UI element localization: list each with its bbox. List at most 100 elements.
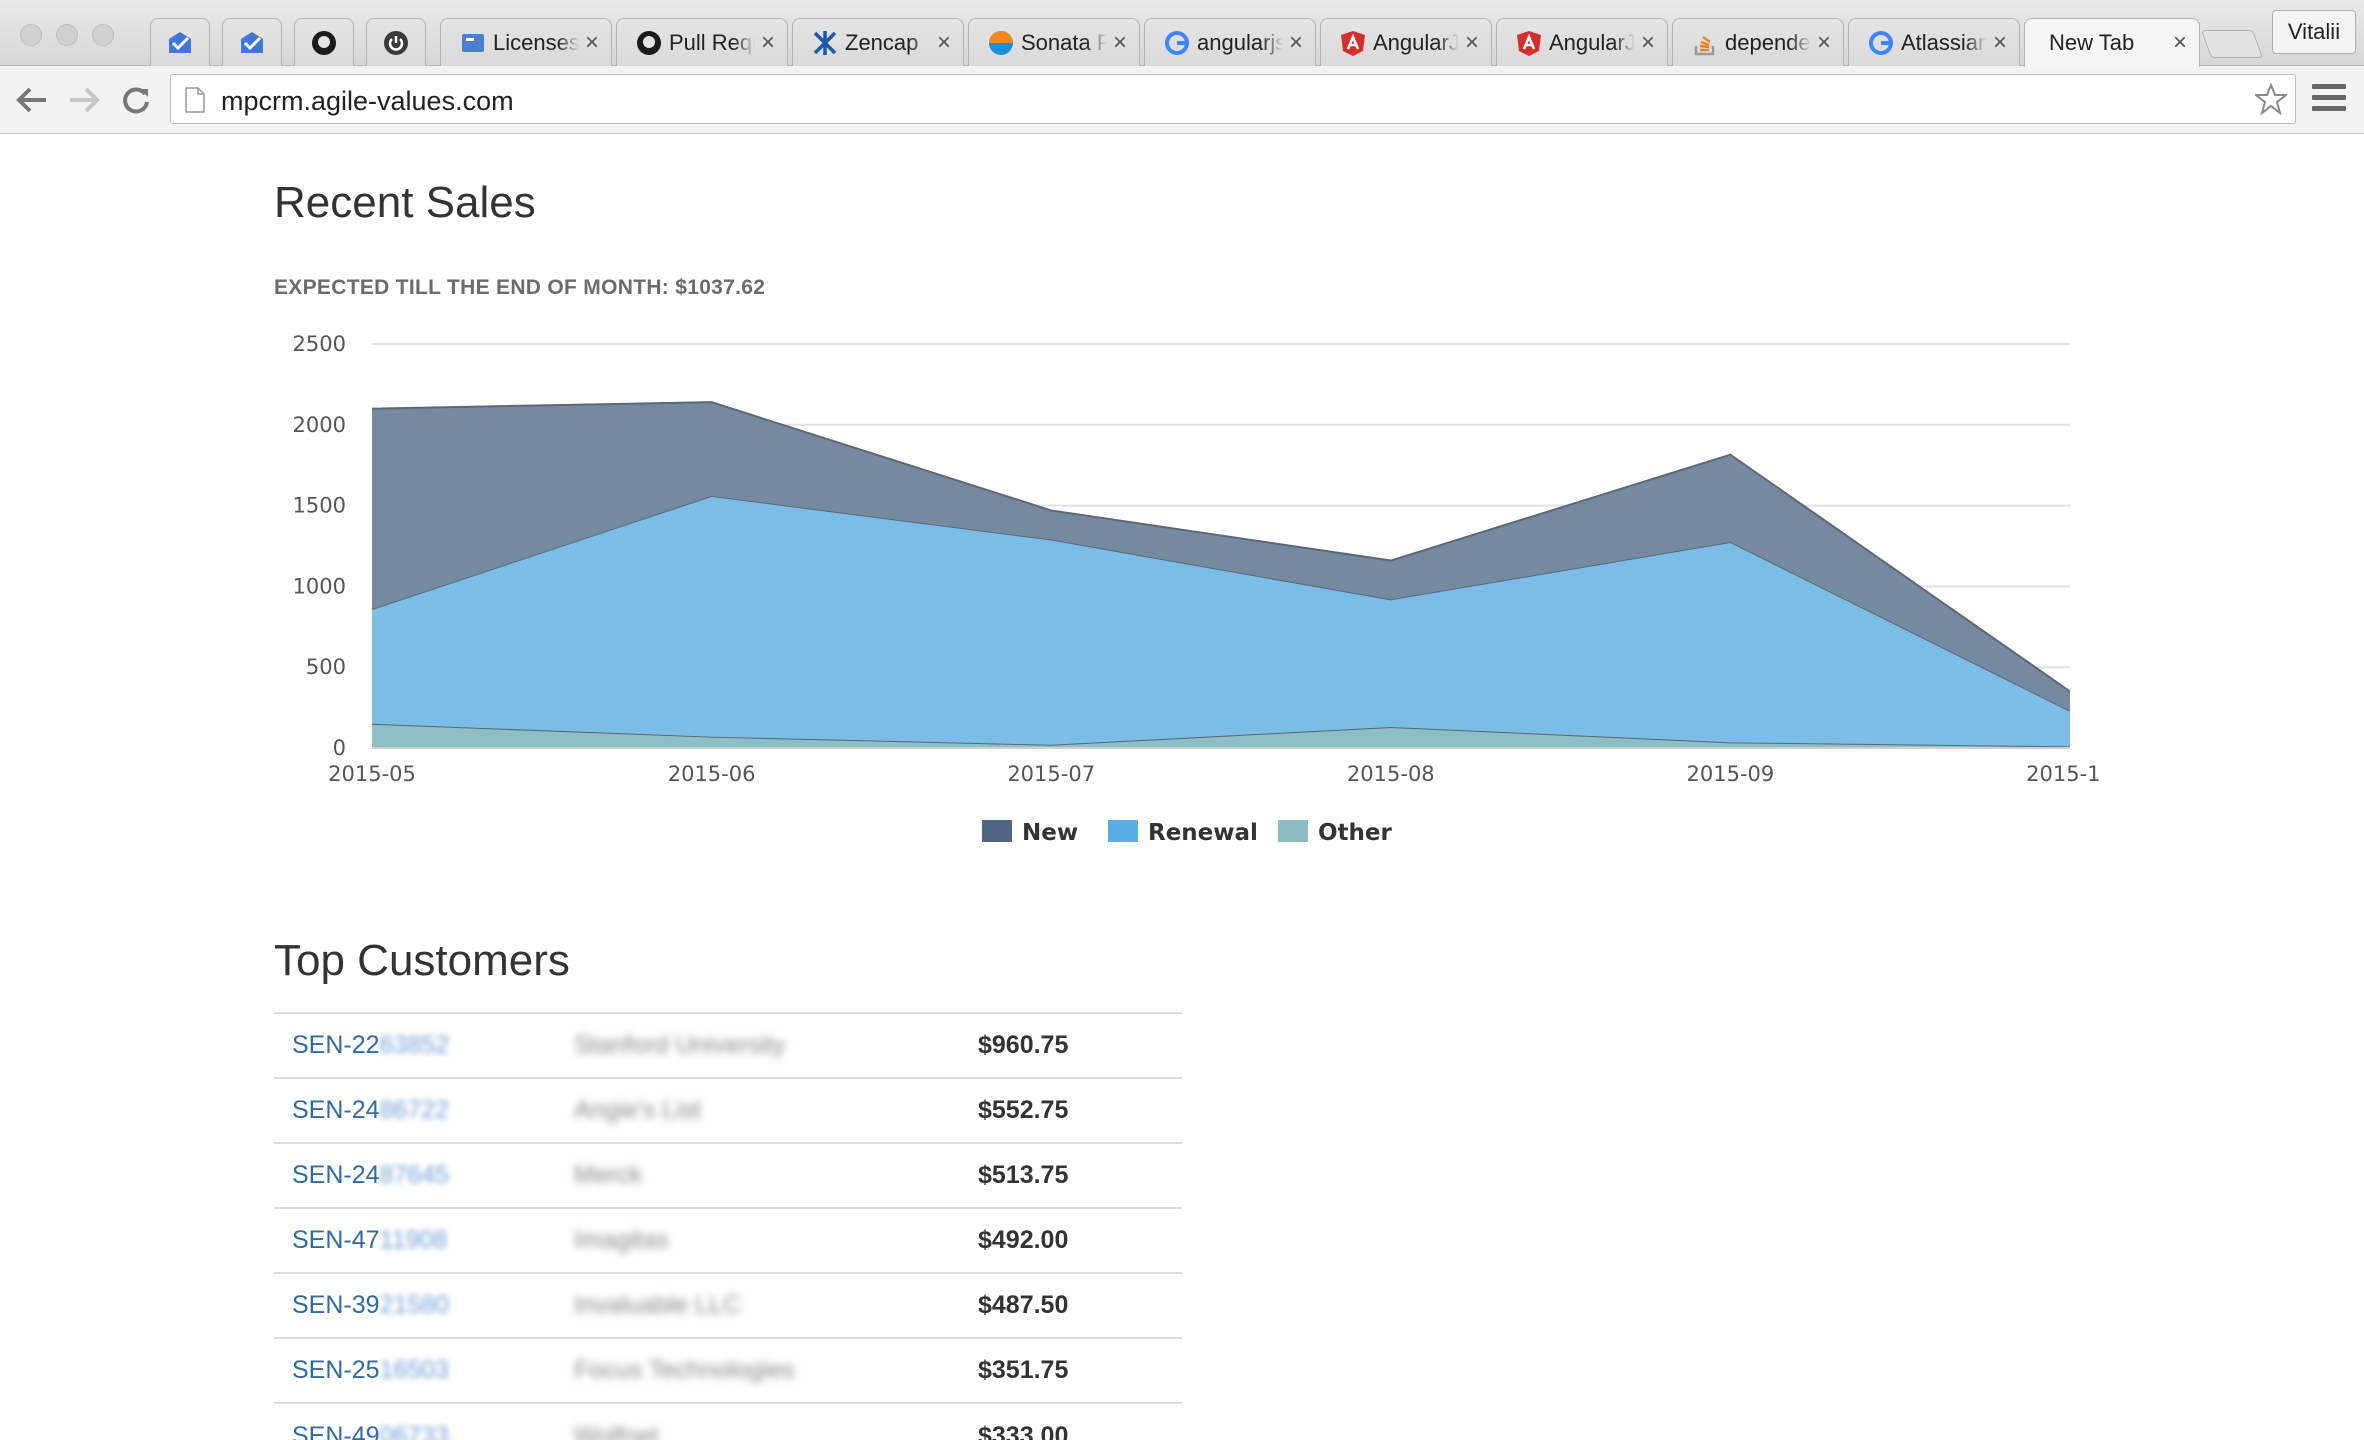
customer-id-prefix: SEN-49 [292,1421,380,1440]
window-minimize-button[interactable] [56,24,78,46]
customer-id-link[interactable]: SEN-4906733 [292,1422,449,1440]
customer-name-cell: Merck [574,1143,978,1208]
inbox-icon [166,29,194,57]
tab-close-icon[interactable]: × [2172,29,2187,56]
customer-id-cell: SEN-4906733 [274,1403,574,1440]
series-line-new [371,401,2071,693]
github-icon [635,29,663,57]
browser-tab[interactable]: dependency × [1672,18,1844,67]
customer-id-link[interactable]: SEN-2486722 [292,1096,449,1124]
back-button[interactable] [12,80,52,120]
series-line-renewal [371,494,2071,712]
tab-close-icon[interactable]: × [1816,29,1831,56]
recent-sales-chart: 0 500 1000 1500 2000 2500 2015-05 2015-06 2015-0… [293,332,2100,846]
browser-menu-button[interactable] [2312,84,2346,116]
customer-id-suffix: 21580 [379,1291,450,1319]
customer-id-link[interactable]: SEN-2516503 [292,1356,449,1384]
legend-swatch-other [1278,820,1308,842]
bookmark-star-icon[interactable] [2255,83,2287,115]
table-row: SEN-2487645 Merck $513.75 [274,1143,1182,1208]
customer-name-cell: Stanford University [574,1013,978,1078]
power-icon [382,29,410,57]
tab-title: Pull Requests [669,30,755,55]
expected-revenue-label: EXPECTED TILL THE END OF MONTH: [274,276,670,299]
zencap-icon [811,29,839,57]
address-bar[interactable]: mpcrm.agile-values.com [170,74,2296,124]
customer-id-suffix: 86722 [379,1096,450,1124]
window-zoom-button[interactable] [92,24,114,46]
profile-button[interactable]: Vitalii [2272,10,2356,54]
browser-tab[interactable] [150,18,210,67]
customer-name-cell: Angie's List [574,1078,978,1143]
browser-tab[interactable] [222,18,282,67]
reload-icon [123,87,149,114]
browser-tab[interactable]: New Tab × [2024,18,2200,67]
x-tick-label: 2015-10 [2026,762,2100,786]
legend-label-other: Other [1318,820,1393,846]
tab-close-icon[interactable]: × [1464,29,1479,56]
angular-icon [1339,29,1367,57]
tab-title: angularjs [1197,30,1283,55]
tab-close-icon[interactable]: × [1992,29,2007,56]
window-close-button[interactable] [20,24,42,46]
customer-name: Stanford University [574,1031,786,1059]
tab-close-icon[interactable]: × [1112,29,1127,56]
google-icon [1163,29,1191,57]
browser-tab[interactable]: Zencap × [792,18,964,67]
customer-name-cell: Focus Technologies [574,1338,978,1403]
browser-tab[interactable]: AngularJS × [1496,18,1668,67]
forward-arrow-icon [70,87,100,113]
page-content: Recent Sales EXPECTED TILL THE END OF MO… [0,134,2364,1440]
page-icon [185,87,205,113]
customer-id-prefix: SEN-24 [292,1161,380,1189]
reload-button[interactable] [116,80,156,120]
customer-id-cell: SEN-2486722 [274,1078,574,1143]
customer-id-cell: SEN-2263852 [274,1013,574,1078]
table-row: SEN-2516503 Focus Technologies $351.75 [274,1338,1182,1403]
tab-title: AngularJS [1373,30,1459,55]
customer-amount: $487.50 [978,1291,1069,1319]
tab-title: AngularJS [1549,30,1635,55]
customer-id-link[interactable]: SEN-2487645 [292,1161,449,1189]
browser-tab[interactable] [366,18,426,67]
customer-id-cell: SEN-4711908 [274,1208,574,1273]
series-area-other [372,723,2070,748]
customer-id-cell: SEN-2487645 [274,1143,574,1208]
forward-button[interactable] [64,80,104,120]
legend-swatch-renewal [1108,820,1138,842]
table-row: SEN-2263852 Stanford University $960.75 [274,1013,1182,1078]
legend-label-new: New [1022,820,1078,846]
x-tick-label: 2015-06 [668,762,756,786]
series-area-renewal [372,495,2070,747]
browser-tab[interactable] [294,18,354,67]
tab-close-icon[interactable]: × [584,29,599,56]
tab-title: Licenses [493,30,579,55]
customer-id-link[interactable]: SEN-4711908 [292,1226,447,1254]
customer-id-link[interactable]: SEN-3921580 [292,1291,449,1319]
browser-tab[interactable]: angularjs × [1144,18,1316,67]
tab-strip: Licenses × Pull Requests × Zencap × Sonata Pro… [0,0,2364,67]
browser-tab[interactable]: Licenses × [440,18,612,67]
customer-id-prefix: SEN-25 [292,1356,380,1384]
customer-id-suffix: 87645 [379,1161,450,1189]
browser-tab[interactable]: Atlassian × [1848,18,2020,67]
tab-close-icon[interactable]: × [1640,29,1655,56]
tab-close-icon[interactable]: × [1288,29,1303,56]
y-tick-label: 2000 [293,413,346,437]
browser-tab[interactable]: AngularJS × [1320,18,1492,67]
tab-title: Sonata Project [1021,30,1107,55]
customer-id-cell: SEN-3921580 [274,1273,574,1338]
customer-id-link[interactable]: SEN-2263852 [292,1031,449,1059]
customer-id-suffix: 11908 [379,1226,448,1254]
customer-name: Imagitas [574,1226,669,1254]
tab-close-icon[interactable]: × [760,29,775,56]
new-tab-button[interactable] [2200,30,2264,58]
browser-tab[interactable]: Sonata Project × [968,18,1140,67]
customer-id-prefix: SEN-47 [292,1226,380,1254]
y-tick-label: 1000 [293,574,346,598]
browser-tab[interactable]: Pull Requests × [616,18,788,67]
table-row: SEN-4711908 Imagitas $492.00 [274,1208,1182,1273]
tab-title: Zencap [845,30,919,55]
tab-close-icon[interactable]: × [936,29,951,56]
customer-name-cell: Imagitas [574,1208,978,1273]
